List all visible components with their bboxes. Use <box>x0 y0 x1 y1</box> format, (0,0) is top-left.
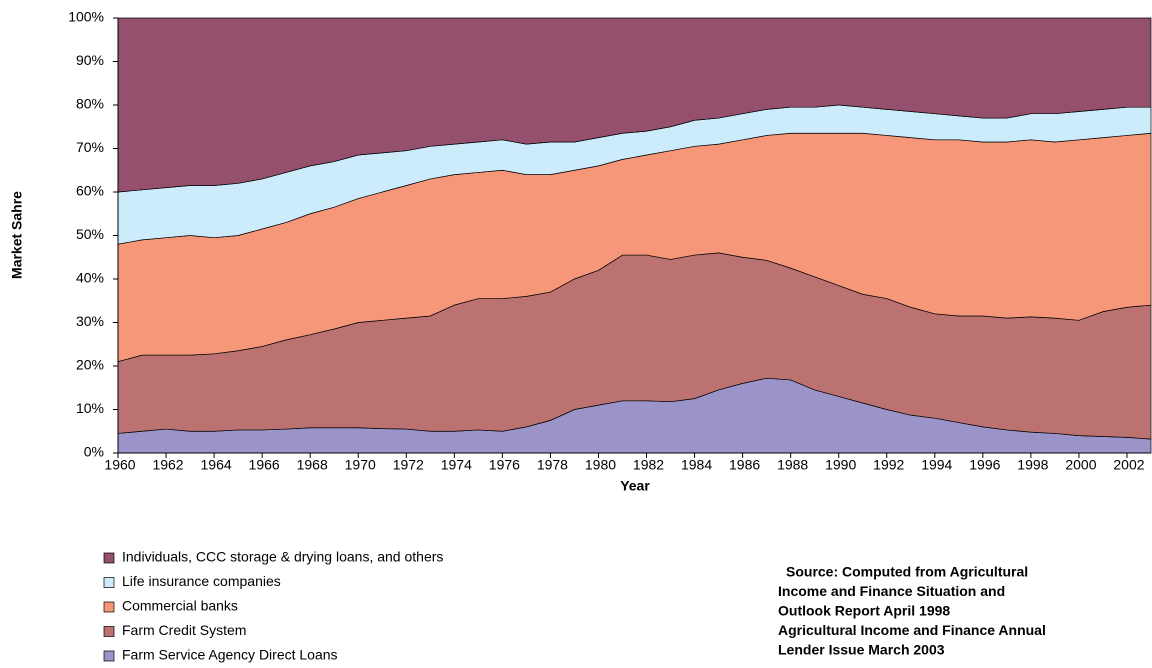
x-tick-label: 1990 <box>825 457 856 473</box>
x-tick-label: 1980 <box>585 457 616 473</box>
legend-swatch <box>103 650 115 662</box>
x-tick-label: 1996 <box>969 457 1000 473</box>
x-tick-label: 1972 <box>393 457 424 473</box>
x-tick-label: 1964 <box>201 457 232 473</box>
x-tick-label: 1974 <box>441 457 472 473</box>
x-axis-label: Year <box>620 478 650 494</box>
y-tick-label: 50% <box>76 226 104 242</box>
legend-label: Farm Service Agency Direct Loans <box>122 647 338 663</box>
legend-label: Farm Credit System <box>122 622 246 638</box>
legend-swatch <box>103 626 115 637</box>
legend-swatch <box>103 601 115 613</box>
y-tick-label: 70% <box>76 139 104 155</box>
y-tick-label: 90% <box>76 52 104 68</box>
x-tick-label: 1998 <box>1017 457 1048 473</box>
source-note: Agricultural Income and Finance Annual <box>778 622 1046 638</box>
y-axis-label: Market Sahre <box>9 191 25 279</box>
y-tick-label: 20% <box>76 357 104 373</box>
x-tick-label: 1978 <box>537 457 568 473</box>
x-tick-label: 2002 <box>1113 457 1144 473</box>
x-tick-label: 1976 <box>489 457 520 473</box>
y-tick-label: 80% <box>76 96 104 112</box>
y-tick-label: 100% <box>68 9 104 25</box>
legend-label: Life insurance companies <box>122 573 281 589</box>
area <box>117 17 1152 193</box>
x-tick-label: 1982 <box>633 457 664 473</box>
y-tick-label: 30% <box>76 313 104 329</box>
x-tick-label: 1994 <box>921 457 952 473</box>
x-tick-label: 1966 <box>249 457 280 473</box>
x-tick-label: 1984 <box>681 457 712 473</box>
y-tick-label: 40% <box>76 270 104 286</box>
y-tick-label: 60% <box>76 183 104 199</box>
source-note: Lender Issue March 2003 <box>778 642 945 658</box>
y-tick-label: 10% <box>76 400 104 416</box>
x-tick-label: 1970 <box>345 457 376 473</box>
x-tick-label: 1988 <box>777 457 808 473</box>
x-tick-label: 1992 <box>873 457 904 473</box>
source-note: Outlook Report April 1998 <box>778 603 950 619</box>
x-tick-label: 1968 <box>297 457 328 473</box>
x-tick-label: 1962 <box>152 457 183 473</box>
legend-label: Commercial banks <box>122 598 238 614</box>
source-note: Income and Finance Situation and <box>778 583 1005 599</box>
legend-swatch <box>103 577 115 588</box>
x-tick-label: 1960 <box>104 457 135 473</box>
legend-swatch <box>103 552 115 564</box>
x-tick-label: 2000 <box>1065 457 1096 473</box>
y-tick-label: 0% <box>84 444 104 460</box>
legend-label: Individuals, CCC storage & drying loans,… <box>122 549 443 565</box>
x-tick-label: 1986 <box>729 457 760 473</box>
source-note: Source: Computed from Agricultural <box>786 564 1028 580</box>
